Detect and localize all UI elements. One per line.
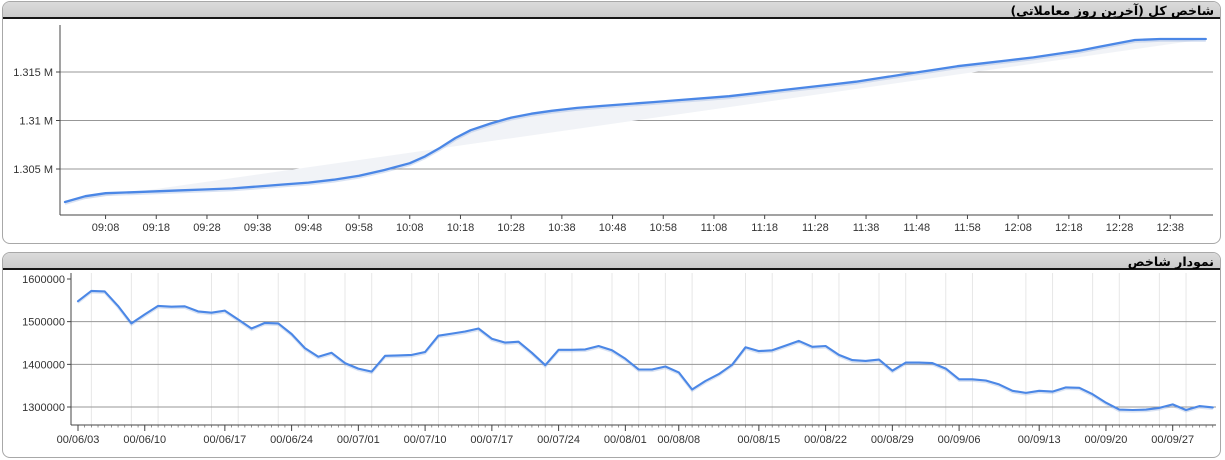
intraday-panel-header: شاخص کل (آخرین روز معاملاتی)	[3, 2, 1220, 19]
svg-text:09:18: 09:18	[142, 222, 170, 234]
index-series	[63, 37, 1207, 205]
y-axis-labels: 1600000 1500000 1400000 1300000	[22, 274, 65, 414]
price-line-shadow	[64, 39, 1206, 205]
svg-text:09:38: 09:38	[244, 222, 272, 234]
svg-text:00/06/03: 00/06/03	[57, 434, 100, 446]
svg-text:00/07/10: 00/07/10	[404, 434, 447, 446]
area-fill	[65, 39, 1206, 202]
x-axis-labels: 00/06/03 00/06/10 00/06/17 00/06/24 00/07/01…	[57, 434, 1195, 446]
svg-text:12:08: 12:08	[1004, 222, 1032, 234]
svg-text:12:38: 12:38	[1156, 222, 1184, 234]
svg-text:00/07/01: 00/07/01	[337, 434, 380, 446]
y-gridlines	[60, 71, 1213, 170]
svg-text:10:08: 10:08	[396, 222, 424, 234]
svg-text:11:28: 11:28	[802, 222, 829, 234]
intraday-index-chart[interactable]: 1.315 M 1.31 M 1.305 M 09:08 09:18 09:28 09:38…	[3, 19, 1220, 244]
svg-text:11:18: 11:18	[751, 222, 778, 234]
svg-text:11:38: 11:38	[853, 222, 880, 234]
svg-text:1400000: 1400000	[22, 359, 65, 371]
svg-text:1.305 M: 1.305 M	[13, 164, 53, 176]
svg-text:00/09/27: 00/09/27	[1151, 434, 1194, 446]
svg-text:11:48: 11:48	[903, 222, 930, 234]
svg-text:00/08/22: 00/08/22	[804, 434, 847, 446]
index-series	[76, 289, 1214, 413]
svg-text:00/06/24: 00/06/24	[270, 434, 313, 446]
svg-text:1500000: 1500000	[22, 317, 65, 329]
y-axis-labels: 1.315 M 1.31 M 1.305 M	[13, 67, 53, 176]
svg-text:1600000: 1600000	[22, 274, 65, 286]
x-axis-labels: 09:08 09:18 09:28 09:38 09:48 09:58 10:08 10:18…	[92, 222, 1184, 234]
y-gridlines	[71, 321, 1216, 408]
price-line	[76, 289, 1214, 412]
intraday-index-panel: شاخص کل (آخرین روز معاملاتی) 1.315 M 1.31…	[2, 1, 1221, 244]
history-panel-header: نمودار شاخص	[3, 253, 1220, 270]
history-index-panel: نمودار شاخص 1600000 1500000 1400000 1300000…	[2, 252, 1221, 458]
svg-text:10:48: 10:48	[599, 222, 627, 234]
svg-text:00/08/29: 00/08/29	[871, 434, 914, 446]
svg-text:1300000: 1300000	[22, 402, 65, 414]
svg-text:11:08: 11:08	[701, 222, 728, 234]
svg-text:00/09/06: 00/09/06	[938, 434, 981, 446]
svg-text:11:58: 11:58	[954, 222, 981, 234]
price-line-shadow	[77, 291, 1213, 413]
svg-text:00/09/20: 00/09/20	[1085, 434, 1128, 446]
price-line	[63, 37, 1207, 204]
axes	[67, 273, 1216, 431]
svg-text:00/06/10: 00/06/10	[123, 434, 166, 446]
svg-text:1.315 M: 1.315 M	[13, 67, 53, 79]
history-panel-title: نمودار شاخص	[1127, 254, 1214, 269]
svg-text:00/08/15: 00/08/15	[737, 434, 780, 446]
svg-text:1.31 M: 1.31 M	[19, 116, 53, 128]
intraday-panel-title: شاخص کل (آخرین روز معاملاتی)	[1010, 3, 1214, 18]
svg-text:00/09/13: 00/09/13	[1018, 434, 1061, 446]
svg-text:10:18: 10:18	[447, 222, 475, 234]
svg-text:00/08/01: 00/08/01	[604, 434, 647, 446]
svg-text:12:18: 12:18	[1055, 222, 1083, 234]
svg-text:09:58: 09:58	[345, 222, 373, 234]
svg-text:10:38: 10:38	[548, 222, 576, 234]
svg-text:00/07/17: 00/07/17	[470, 434, 513, 446]
svg-text:09:28: 09:28	[193, 222, 221, 234]
svg-text:12:28: 12:28	[1106, 222, 1134, 234]
x-gridlines	[90, 273, 1187, 425]
axes	[56, 25, 1213, 219]
svg-text:09:48: 09:48	[295, 222, 323, 234]
svg-text:00/06/17: 00/06/17	[203, 434, 246, 446]
svg-text:00/07/24: 00/07/24	[537, 434, 580, 446]
svg-text:10:58: 10:58	[649, 222, 677, 234]
svg-text:00/08/08: 00/08/08	[657, 434, 700, 446]
svg-text:10:28: 10:28	[497, 222, 525, 234]
svg-text:09:08: 09:08	[92, 222, 120, 234]
